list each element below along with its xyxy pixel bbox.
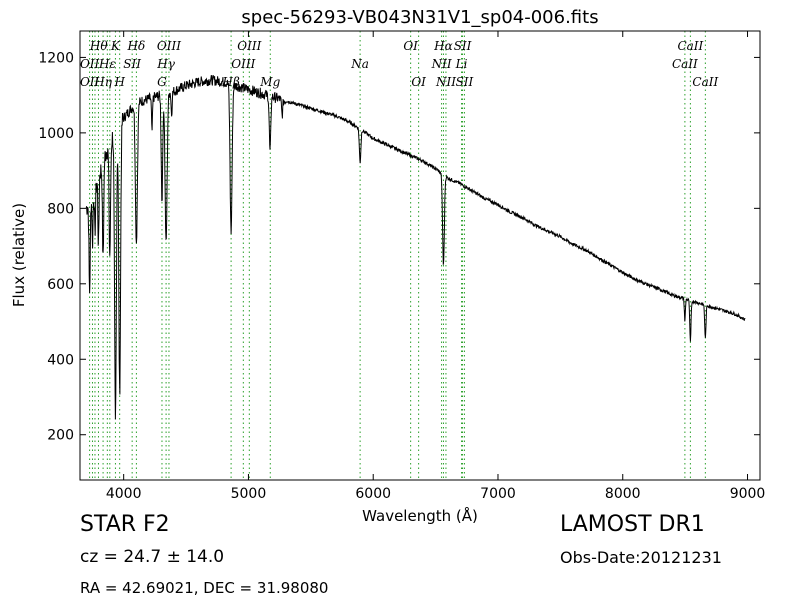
line-label-3: OIII (157, 39, 181, 53)
spectrum-line (85, 74, 746, 420)
y-tick-label-400: 400 (47, 352, 74, 368)
y-tick-label-600: 600 (47, 277, 74, 293)
line-label-7: SII (454, 39, 472, 53)
y-tick-label-1200: 1200 (38, 50, 74, 66)
line-label-11: Hε (98, 57, 116, 71)
line-label-6: Hα (433, 39, 453, 53)
line-label-0: Hθ (89, 39, 108, 53)
x-axis-label: Wavelength (Å) (362, 506, 478, 525)
y-tick-label-200: 200 (47, 428, 74, 444)
line-label-9: Hγ (156, 57, 175, 71)
line-label-27: CaII (692, 75, 718, 89)
x-tick-label-7000: 7000 (480, 486, 516, 502)
line-label-12: SII (123, 57, 141, 71)
line-label-25: NII (435, 75, 456, 89)
x-tick-label-5000: 5000 (231, 486, 267, 502)
y-axis-label: Flux (relative) (10, 203, 28, 307)
line-label-16: Li (455, 57, 468, 71)
y-axis-ticks: 200 400 600 800 1000 1200 (38, 50, 760, 444)
x-axis-ticks: 4000 5000 6000 7000 8000 9000 (106, 31, 765, 502)
sky-coordinates: RA = 42.69021, DEC = 31.98080 (80, 579, 329, 597)
survey-name: LAMOST DR1 (560, 512, 705, 537)
line-label-26: SII (456, 75, 474, 89)
line-label-24: OI (411, 75, 426, 89)
x-tick-label-4000: 4000 (106, 486, 142, 502)
line-label-20: H (113, 75, 125, 89)
line-label-1: K (110, 39, 121, 53)
x-tick-label-8000: 8000 (605, 486, 641, 502)
line-label-15: NII (431, 57, 452, 71)
line-label-19: Hη (93, 75, 112, 89)
line-label-14: Na (350, 57, 369, 71)
x-tick-label-9000: 9000 (730, 486, 766, 502)
redshift-value: cz = 24.7 ± 14.0 (80, 547, 225, 567)
chart-title: spec-56293-VB043N31V1_sp04-006.fits (241, 7, 598, 28)
line-label-18: OII (80, 75, 100, 89)
object-class: STAR F2 (80, 512, 170, 537)
line-label-8: CaII (677, 39, 703, 53)
line-label-21: G (157, 75, 167, 89)
x-tick-label-6000: 6000 (355, 486, 391, 502)
y-tick-label-1000: 1000 (38, 126, 74, 142)
line-label-17: CaII (672, 57, 698, 71)
line-label-10: OII (80, 57, 100, 71)
plot-frame (79, 30, 761, 481)
y-tick-label-800: 800 (47, 201, 74, 217)
reference-lines (89, 31, 706, 480)
observation-date: Obs-Date:20121231 (560, 548, 722, 567)
line-label-5: OI (403, 39, 418, 53)
line-label-2: Hδ (127, 39, 146, 53)
line-label-13: OIII (231, 57, 255, 71)
line-label-4: OIII (237, 39, 261, 53)
line-label-23: Mg (259, 75, 280, 89)
